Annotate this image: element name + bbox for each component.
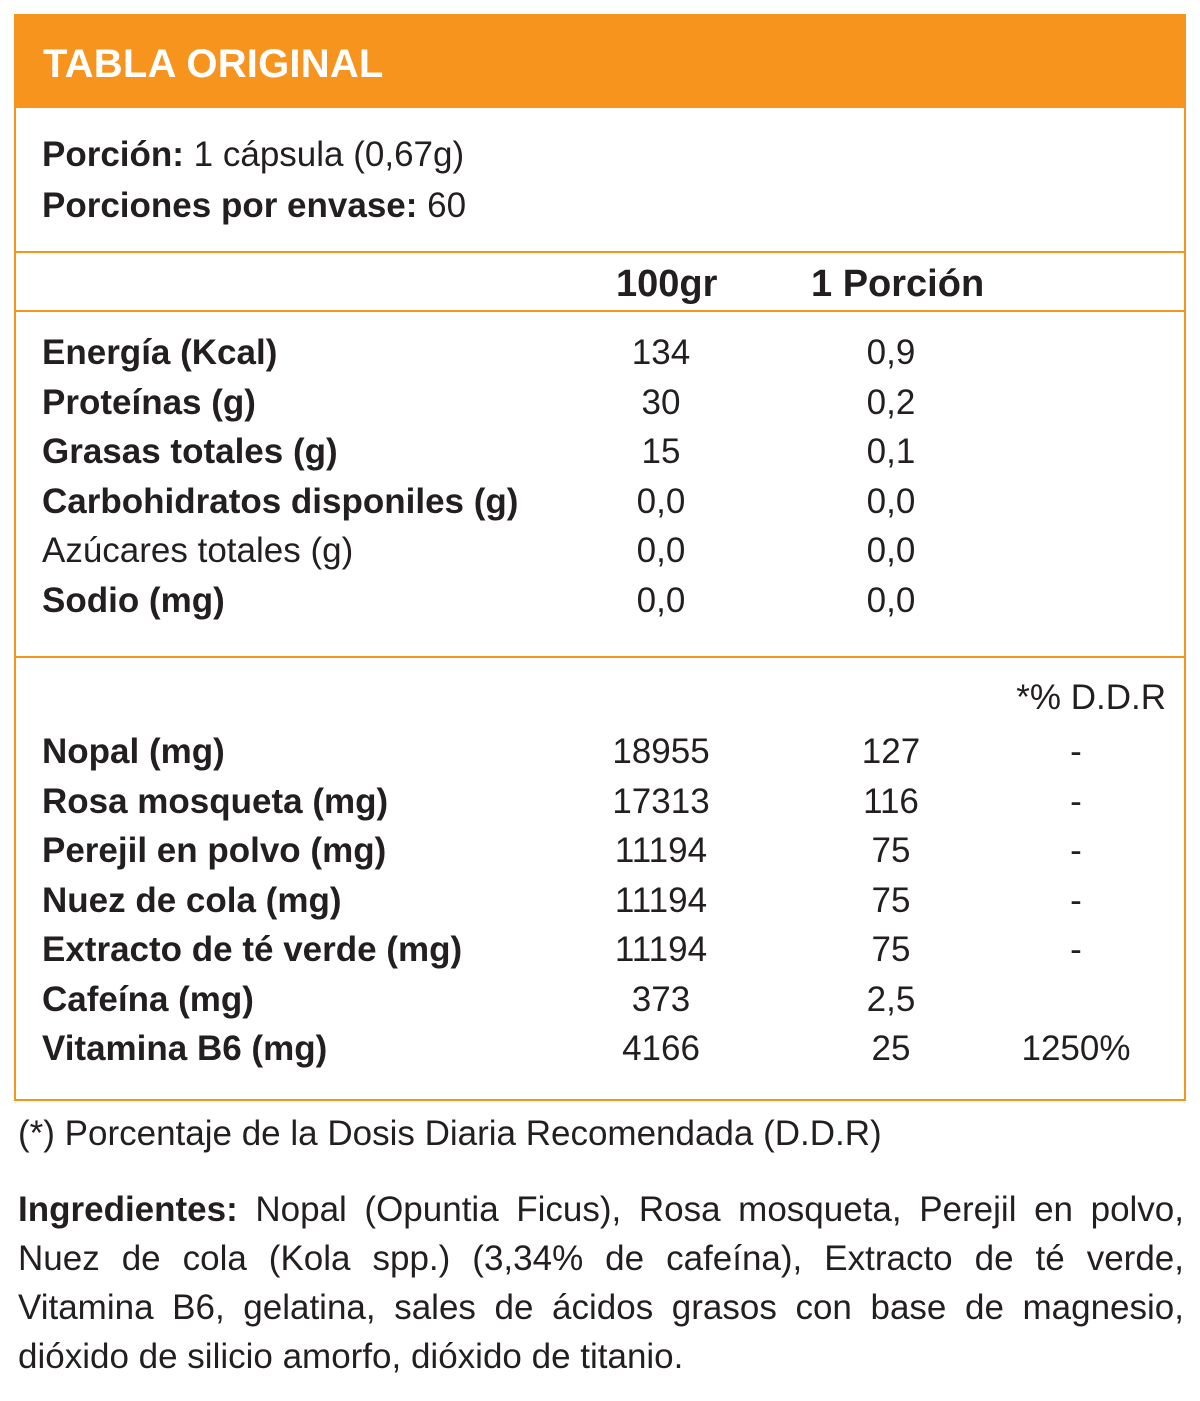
table-row: Nopal (mg) 18955 127 - (16, 727, 1184, 777)
value-ddr: - (1070, 880, 1082, 920)
value-100gr: 11194 (614, 831, 708, 870)
value-100gr: 11194 (614, 930, 708, 969)
ddr-footnote: (*) Porcentaje de la Dosis Diaria Recome… (18, 1114, 882, 1153)
value-per-portion: 116 (863, 781, 919, 821)
value-100gr: 0,0 (636, 481, 686, 521)
divider (16, 310, 1184, 312)
value-100gr: 30 (641, 382, 681, 422)
serving-size-value: 1 cápsula (0,67g) (183, 135, 465, 174)
table-row: Azúcares totales (g) 0,0 0,0 (16, 526, 1184, 576)
row-label: Energía (Kcal) (42, 333, 278, 372)
table-row: Perejil en polvo (mg) 11194 75 - (16, 826, 1184, 876)
servings-per-container-label: Porciones por envase: (42, 186, 418, 225)
ingredients-text: Nopal (Opuntia Ficus), Rosa mosqueta, Pe… (18, 1190, 1184, 1376)
value-100gr: 4166 (622, 1029, 700, 1068)
table-row: Rosa mosqueta (mg) 17313 116 - (16, 777, 1184, 827)
row-label: Sodio (mg) (42, 580, 225, 620)
column-header-100gr: 100gr (616, 263, 718, 305)
value-100gr: 18955 (612, 732, 710, 771)
ingredients-label: Ingredientes: (18, 1190, 238, 1229)
servings-per-container: Porciones por envase: 60 (42, 184, 466, 228)
value-ddr: - (1070, 831, 1082, 870)
value-per-portion: 2,5 (866, 979, 916, 1019)
row-label: Rosa mosqueta (mg) (42, 781, 389, 821)
row-label: Perejil en polvo (mg) (42, 831, 387, 870)
table-row: Vitamina B6 (mg) 4166 25 1250% (16, 1024, 1184, 1074)
row-label: Cafeína (mg) (42, 979, 254, 1019)
table-row: Nuez de cola (mg) 11194 75 - (16, 876, 1184, 926)
table-row: Carbohidratos disponiles (g) 0,0 0,0 (16, 477, 1184, 527)
servings-per-container-value: 60 (417, 186, 467, 225)
table-row: Sodio (mg) 0,0 0,0 (16, 576, 1184, 626)
serving-size: Porción: 1 cápsula (0,67g) (42, 133, 464, 177)
value-100gr: 373 (631, 979, 691, 1019)
row-label: Azúcares totales (g) (42, 531, 354, 570)
value-ddr: - (1070, 781, 1082, 821)
table-row: Grasas totales (g) 15 0,1 (16, 427, 1184, 477)
value-100gr: 0,0 (636, 580, 686, 620)
column-header-ddr: *% D.D.R (1016, 678, 1166, 717)
value-per-portion: 25 (871, 1029, 911, 1068)
value-100gr: 0,0 (636, 531, 686, 570)
table-row: Proteínas (g) 30 0,2 (16, 378, 1184, 428)
row-label: Nopal (mg) (42, 732, 225, 771)
value-ddr: - (1070, 732, 1082, 771)
nutrition-table: TABLA ORIGINAL Porción: 1 cápsula (0,67g… (14, 14, 1186, 1101)
divider (16, 251, 1184, 253)
column-header-portion: 1 Porción (811, 263, 985, 305)
table-title: TABLA ORIGINAL (43, 42, 384, 86)
ingredients-paragraph: Ingredientes: Nopal (Opuntia Ficus), Ros… (18, 1185, 1184, 1381)
row-label: Proteínas (g) (42, 382, 256, 422)
value-ddr: 1250% (1021, 1029, 1131, 1068)
value-100gr: 15 (641, 432, 681, 471)
value-per-portion: 127 (861, 732, 921, 771)
value-per-portion: 0,0 (866, 531, 916, 570)
value-100gr: 17313 (612, 781, 710, 821)
row-label: Vitamina B6 (mg) (42, 1029, 328, 1068)
value-per-portion: 0,9 (866, 333, 916, 372)
table-row: Energía (Kcal) 134 0,9 (16, 328, 1184, 378)
value-ddr: - (1070, 930, 1082, 969)
value-per-portion: 75 (871, 831, 911, 870)
table-header-bar: TABLA ORIGINAL (16, 16, 1184, 108)
divider (16, 656, 1184, 658)
value-per-portion: 0,0 (866, 481, 916, 521)
value-per-portion: 75 (871, 880, 911, 920)
table-row: Extracto de té verde (mg) 11194 75 - (16, 925, 1184, 975)
table-row: Cafeína (mg) 373 2,5 (16, 975, 1184, 1025)
value-100gr: 11194 (614, 880, 708, 920)
serving-size-label: Porción: (42, 135, 184, 174)
row-label: Extracto de té verde (mg) (42, 930, 463, 969)
value-per-portion: 0,0 (866, 580, 916, 620)
value-per-portion: 75 (871, 930, 911, 969)
value-100gr: 134 (631, 333, 691, 372)
value-per-portion: 0,1 (866, 432, 916, 471)
row-label: Grasas totales (g) (42, 432, 338, 471)
value-per-portion: 0,2 (866, 382, 916, 422)
row-label: Nuez de cola (mg) (42, 880, 342, 920)
row-label: Carbohidratos disponiles (g) (42, 481, 519, 521)
